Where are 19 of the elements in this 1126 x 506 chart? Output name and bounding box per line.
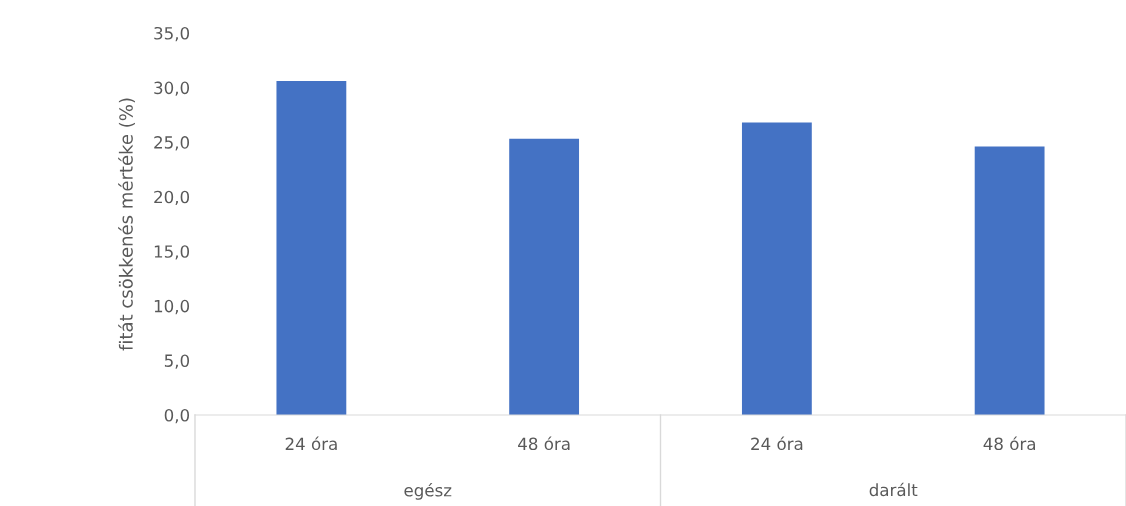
x-tick-label: 48 óra (518, 436, 570, 451)
y-tick-label: 25,0 (154, 136, 190, 151)
y-axis-title: fitát csökkenés mértéke (%) (118, 98, 135, 351)
y-tick-label: 35,0 (154, 26, 190, 42)
y-tick-label: 10,0 (154, 299, 190, 315)
text: darált (869, 482, 918, 497)
y-tick-label: 15,0 (154, 245, 190, 260)
y-tick-label: 30,0 (154, 81, 190, 96)
bar (741, 122, 812, 415)
x-tick-label: 48 óra (983, 436, 1035, 451)
y-tick-label: 5,0 (164, 354, 190, 369)
x-tick-label: 24 óra (285, 436, 337, 451)
x-tick-label: 24 óra (751, 436, 803, 451)
bar (974, 146, 1045, 415)
y-tick-label: 20,0 (154, 190, 190, 205)
y-tick-label: 0,0 (164, 408, 190, 424)
bar (509, 138, 580, 415)
text: egész (404, 483, 452, 500)
bar (276, 81, 347, 415)
